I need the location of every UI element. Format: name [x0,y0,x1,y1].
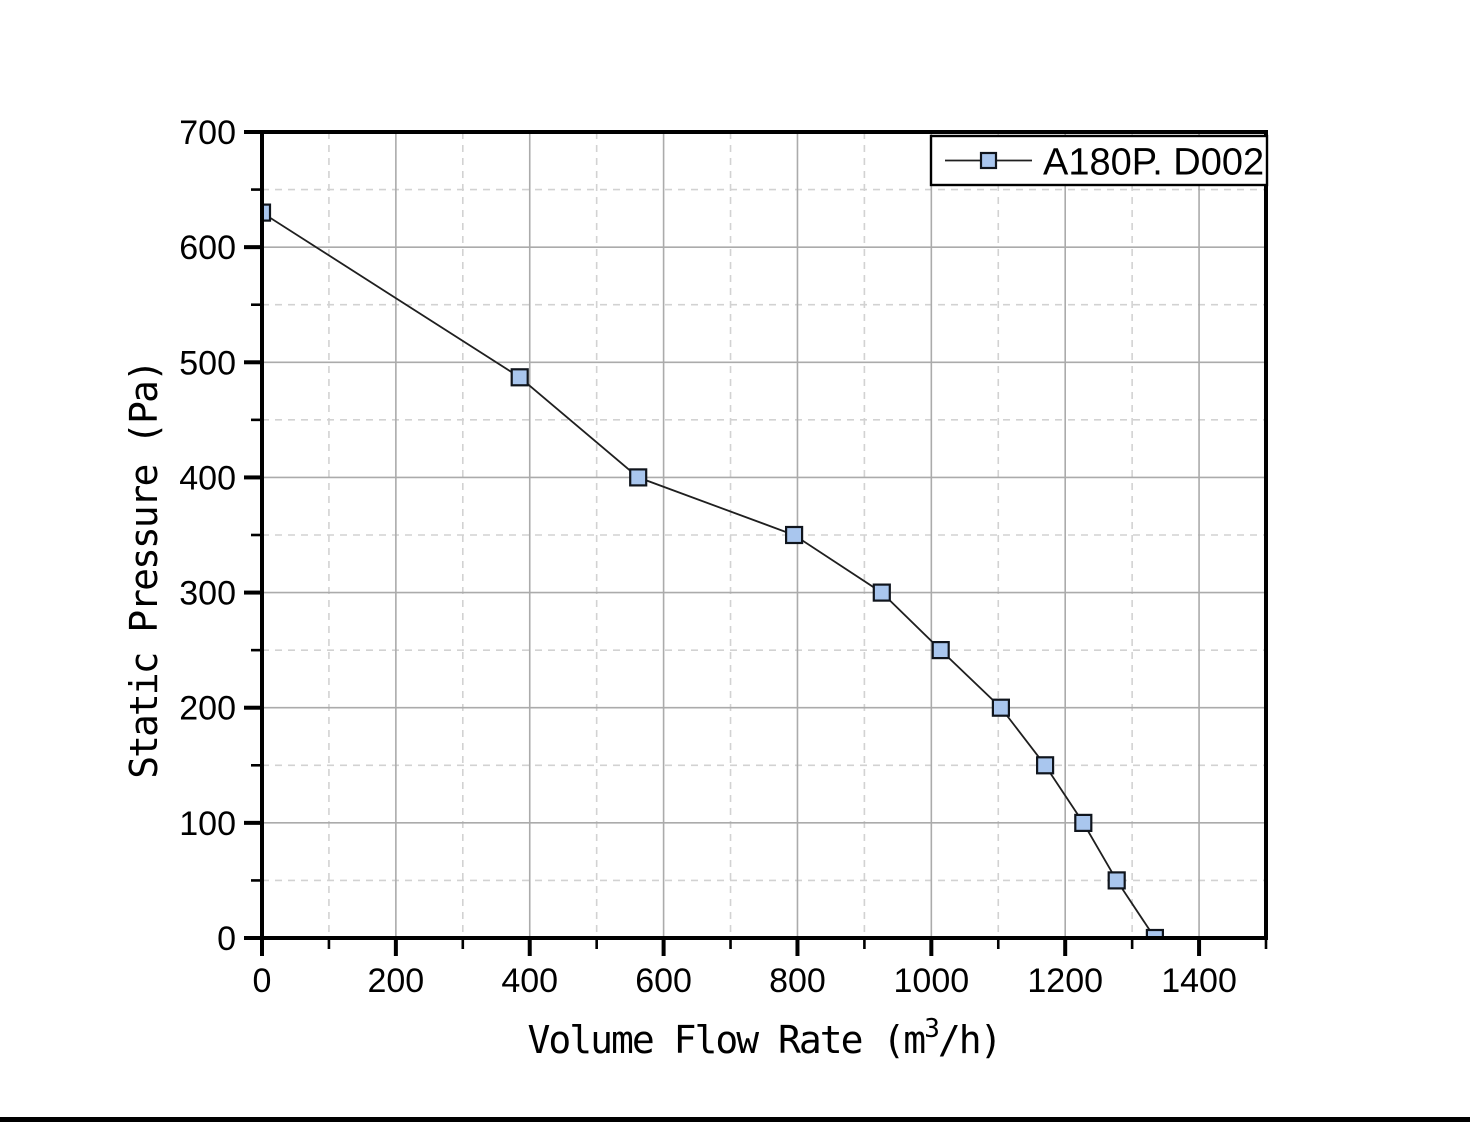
series-a180p-d002 [262,203,1165,938]
x-tick-label: 800 [769,962,826,1000]
data-point-marker [991,698,1011,717]
x-axis-title: Volume Flow Rate (m3/h) [528,1014,1001,1062]
legend[interactable]: A180P. D002 [929,134,1269,187]
x-tick-label: 600 [635,962,692,1000]
minor-gridlines [262,132,1266,938]
data-point-marker [931,640,950,660]
data-point-marker [1074,813,1093,833]
y-tick-label: 200 [179,690,236,728]
y-tick-label: 300 [179,575,236,613]
y-tick-label: 100 [179,805,236,843]
data-point-marker [629,468,648,487]
y-axis-title: Static Pressure (Pa) [122,361,166,779]
x-tick-label: 0 [253,962,272,1000]
window-bottom-edge [0,1117,1470,1122]
y-tick-label: 700 [179,114,236,152]
plot-frame [260,130,1268,940]
x-tick-label: 1400 [1161,962,1237,1000]
data-point-marker [1035,756,1055,775]
data-point-marker [872,583,891,602]
data-point-marker [1107,871,1126,890]
data-point-marker [510,368,529,387]
y-tick-label: 0 [217,920,236,958]
y-tick-label: 600 [179,229,236,267]
data-point-marker [784,525,804,545]
data-point-marker [1145,928,1165,938]
x-tick-label: 1000 [894,962,970,1000]
y-tick-label: 400 [179,459,236,497]
major-gridlines [262,132,1266,938]
data-point-marker [262,203,272,222]
x-tick-label: 1200 [1027,962,1103,1000]
x-tick-label: 400 [501,962,558,1000]
axis-ticks [244,130,1268,956]
y-tick-label: 500 [179,344,236,382]
legend-label: A180P. D002 [1043,142,1264,184]
x-tick-label: 200 [367,962,424,1000]
legend-marker [979,151,998,170]
